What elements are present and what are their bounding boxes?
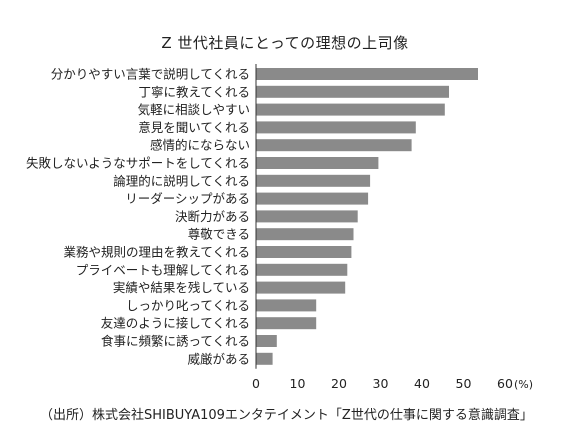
category-label: 威厳がある	[187, 351, 250, 366]
category-label: 食事に頻繁に誘ってくれる	[101, 334, 250, 349]
category-label: プライベートも理解してくれる	[76, 262, 250, 277]
bar	[256, 139, 412, 152]
category-label: 失敗しないようなサポートをしてくれる	[26, 156, 250, 171]
bars-group	[256, 68, 478, 365]
bar	[256, 103, 445, 116]
bar	[256, 317, 317, 330]
category-label: 友達のように接してくれる	[101, 316, 250, 331]
x-tick-label: 10	[290, 376, 306, 391]
source-note: （出所）株式会社SHIBUYA109エンタテイメント「Z世代の仕事に関する意識調…	[40, 408, 533, 423]
bar	[256, 121, 416, 134]
bar	[256, 174, 371, 187]
bar	[256, 335, 277, 347]
category-label: リーダーシップがある	[125, 191, 250, 206]
x-tick-label: 20	[331, 376, 347, 391]
category-label: 業務や規則の理由を教えてくれる	[63, 245, 250, 260]
category-label: しっかり叱ってくれる	[126, 298, 250, 313]
category-label: 感情的にならない	[150, 138, 250, 153]
bar	[256, 228, 354, 241]
category-label: 論理的に説明してくれる	[113, 173, 250, 188]
bar	[256, 157, 379, 169]
bar	[256, 85, 449, 98]
bar	[256, 263, 348, 276]
x-tick-label: 40	[414, 376, 430, 391]
x-tick-label: 30	[373, 376, 389, 391]
category-label: 気軽に相談しやすい	[138, 102, 250, 117]
bar	[256, 352, 273, 365]
bar	[256, 192, 369, 205]
category-labels-group: 分かりやすい言葉で説明してくれる丁寧に教えてくれる気軽に相談しやすい意見を聞いて…	[26, 67, 250, 367]
x-axis-unit: (%)	[514, 378, 533, 391]
chart-title: Z 世代社員にとっての理想の上司像	[161, 34, 409, 52]
category-label: 分かりやすい言葉で説明してくれる	[51, 67, 250, 82]
x-tick-labels-group: 0 10 20 30 40 50 60 (%)	[252, 376, 533, 391]
category-label: 決断力がある	[175, 209, 250, 224]
bar	[256, 299, 317, 312]
bar	[256, 68, 478, 80]
category-label: 実績や結果を残している	[113, 280, 250, 295]
x-tick-label: 50	[456, 376, 472, 391]
category-label: 意見を聞いてくれる	[138, 120, 250, 135]
x-tick-label: 0	[252, 376, 260, 391]
x-tick-label: 60	[497, 376, 513, 391]
bar	[256, 210, 358, 223]
category-label: 尊敬できる	[188, 227, 250, 242]
category-label: 丁寧に教えてくれる	[138, 84, 250, 99]
bar	[256, 281, 346, 294]
bar	[256, 246, 352, 258]
